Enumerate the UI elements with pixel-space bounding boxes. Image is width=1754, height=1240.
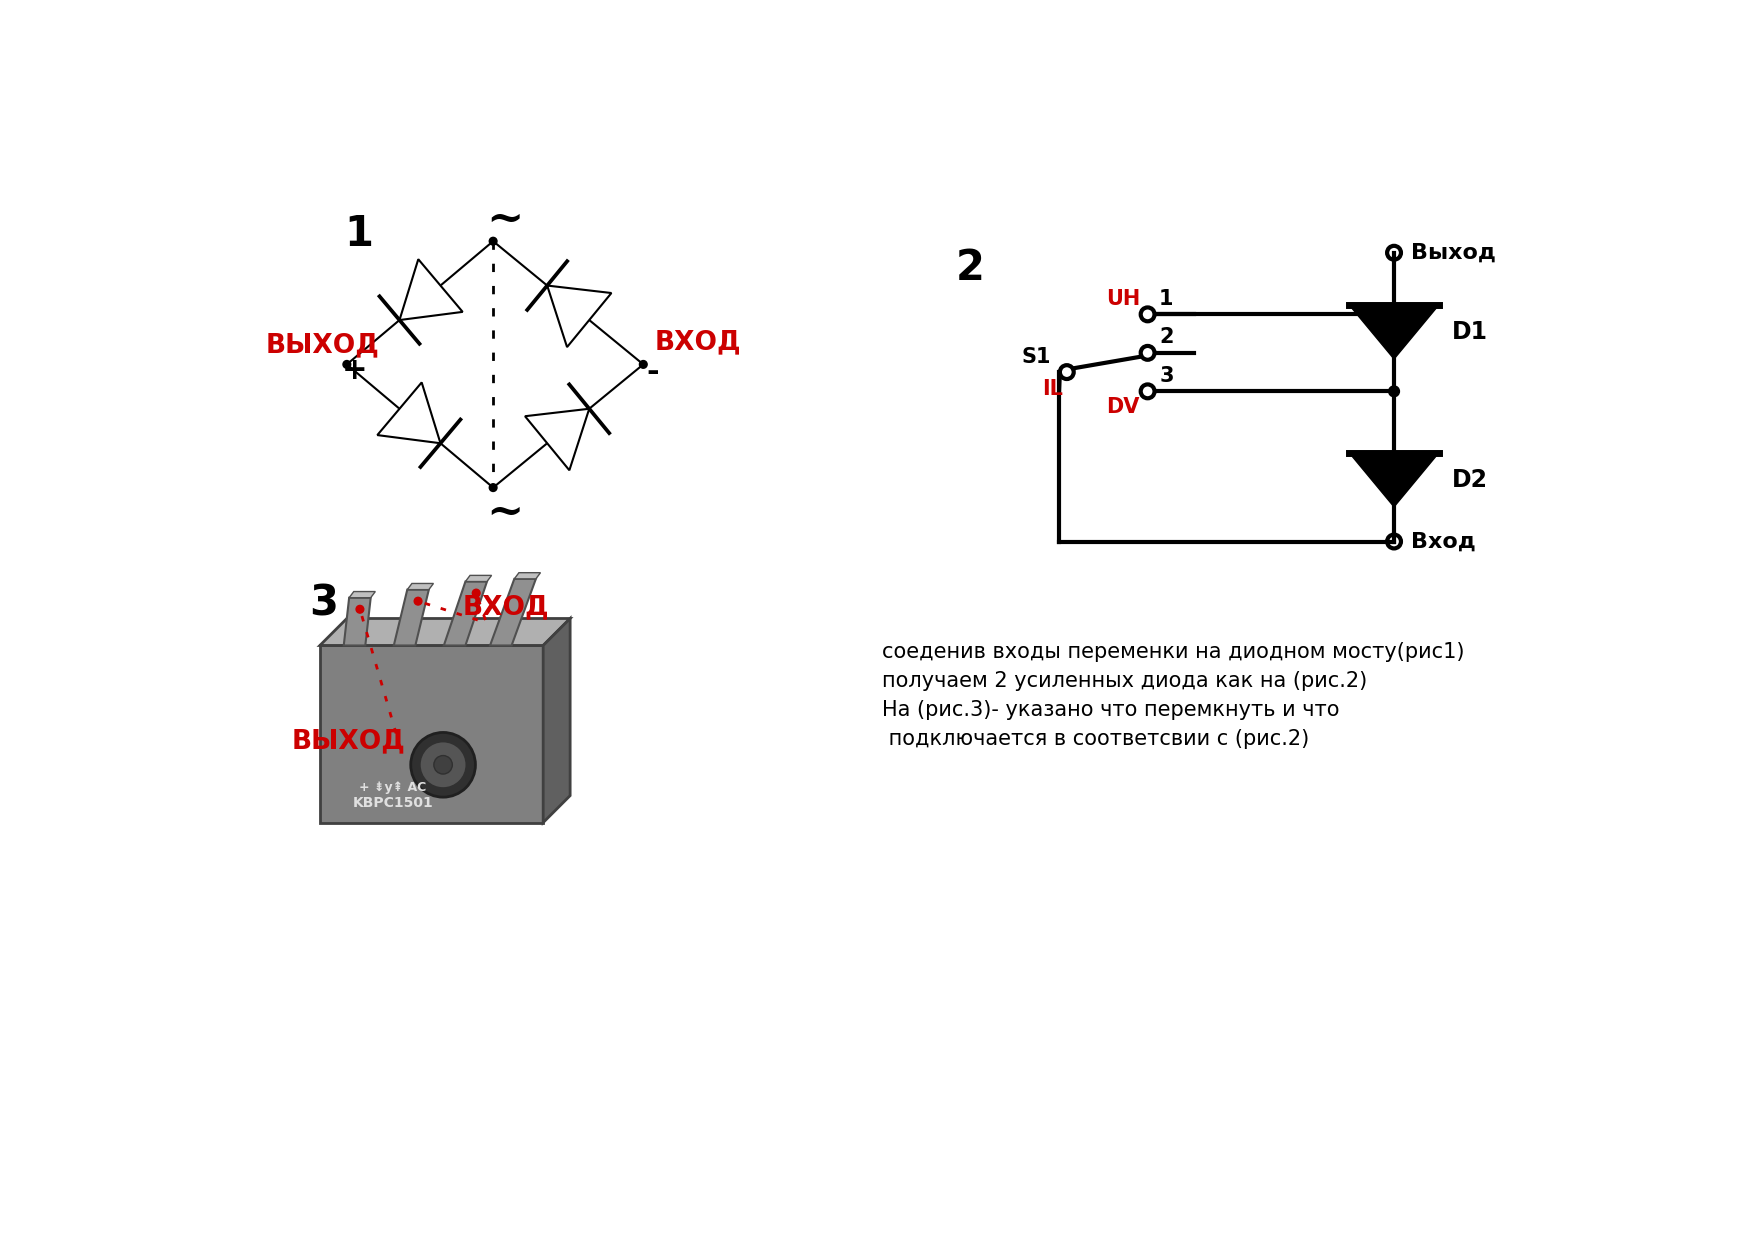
- Text: Выход: Выход: [1410, 243, 1496, 263]
- Text: ~: ~: [486, 491, 523, 533]
- Text: 3: 3: [1159, 366, 1173, 386]
- Circle shape: [489, 237, 496, 246]
- Circle shape: [433, 755, 453, 774]
- Polygon shape: [444, 582, 488, 646]
- Circle shape: [1387, 246, 1401, 259]
- Polygon shape: [1349, 305, 1438, 360]
- Polygon shape: [514, 573, 540, 579]
- Polygon shape: [349, 591, 375, 598]
- Polygon shape: [465, 575, 491, 582]
- Circle shape: [356, 605, 363, 613]
- Text: IL: IL: [1042, 379, 1063, 399]
- Text: +: +: [342, 356, 367, 386]
- Circle shape: [1140, 384, 1154, 398]
- Circle shape: [1387, 534, 1401, 548]
- Text: ВЫХОД: ВЫХОД: [291, 729, 405, 755]
- Circle shape: [472, 589, 481, 596]
- Text: 1: 1: [344, 212, 374, 254]
- Circle shape: [489, 484, 496, 491]
- Polygon shape: [395, 590, 428, 646]
- Circle shape: [1059, 365, 1073, 379]
- Polygon shape: [489, 579, 537, 646]
- Text: 3: 3: [309, 582, 339, 624]
- Polygon shape: [319, 619, 570, 646]
- Text: На (рис.3)- указано что перемкнуть и что: На (рис.3)- указано что перемкнуть и что: [882, 701, 1340, 720]
- Text: ВХОД: ВХОД: [654, 330, 742, 356]
- Text: ~: ~: [486, 198, 523, 241]
- Circle shape: [419, 742, 467, 787]
- Circle shape: [1140, 308, 1154, 321]
- Text: S1: S1: [1023, 347, 1051, 367]
- Text: 1: 1: [1159, 289, 1173, 309]
- Circle shape: [1140, 346, 1154, 360]
- Text: ВХОД: ВХОД: [463, 594, 549, 620]
- Text: -: -: [645, 357, 660, 387]
- Polygon shape: [544, 619, 570, 822]
- Text: Вход: Вход: [1410, 532, 1475, 552]
- Text: 2: 2: [1159, 327, 1173, 347]
- Text: подключается в соответсвии с (рис.2): подключается в соответсвии с (рис.2): [882, 729, 1308, 749]
- Circle shape: [410, 733, 475, 797]
- Text: соеденив входы переменки на диодном мосту(рис1): соеденив входы переменки на диодном мост…: [882, 641, 1465, 662]
- Circle shape: [640, 361, 647, 368]
- Text: 2: 2: [956, 247, 986, 289]
- Text: UH: UH: [1105, 289, 1140, 309]
- Text: KBPC1501: KBPC1501: [353, 796, 433, 810]
- Text: + ⇟y⇞ AC: + ⇟y⇞ AC: [360, 781, 426, 795]
- Polygon shape: [344, 598, 370, 646]
- Circle shape: [1389, 386, 1400, 397]
- Circle shape: [414, 598, 423, 605]
- Text: DV: DV: [1107, 397, 1140, 417]
- Polygon shape: [319, 646, 544, 822]
- Circle shape: [344, 361, 351, 368]
- Text: D2: D2: [1452, 467, 1487, 492]
- Text: получаем 2 усиленных диода как на (рис.2): получаем 2 усиленных диода как на (рис.2…: [882, 671, 1366, 691]
- Text: D1: D1: [1452, 320, 1487, 343]
- Text: ВЫХОД: ВЫХОД: [267, 332, 381, 358]
- Polygon shape: [407, 584, 433, 590]
- Polygon shape: [1349, 453, 1438, 507]
